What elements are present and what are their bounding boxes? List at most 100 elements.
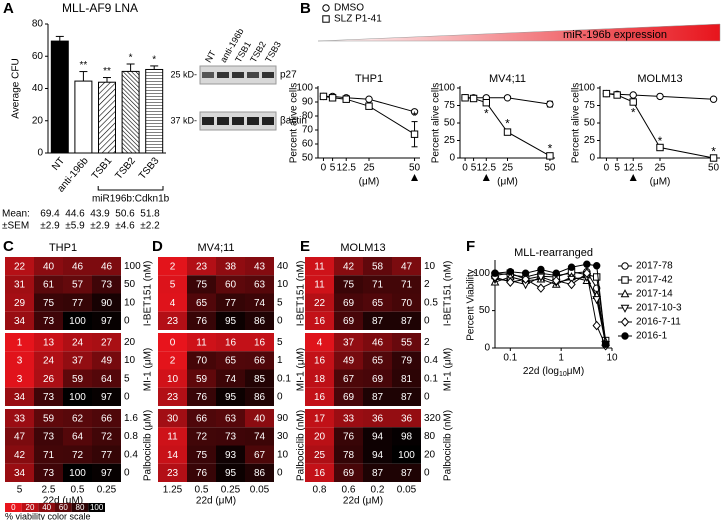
cell-label: 42 bbox=[343, 261, 355, 272]
y-tick-label: 70 bbox=[302, 125, 314, 136]
heatmap-cell bbox=[92, 275, 121, 294]
row-label: 20 bbox=[424, 449, 436, 460]
cell-label: 70 bbox=[196, 356, 208, 367]
cell-label: 66 bbox=[196, 413, 208, 424]
x-axis-label-part: 10 bbox=[559, 371, 567, 378]
cell-label: 20 bbox=[314, 432, 326, 443]
heatmap-cell bbox=[305, 311, 334, 330]
column-label: 0.5 bbox=[195, 485, 209, 496]
cell-label: 4 bbox=[317, 337, 323, 348]
heatmap-cell bbox=[363, 445, 392, 464]
cell-label: 46 bbox=[101, 261, 113, 272]
cell-label: 46 bbox=[372, 337, 384, 348]
x-axis-label: (μM) bbox=[359, 177, 380, 188]
marker bbox=[491, 269, 499, 277]
y-tick-label: 0 bbox=[37, 148, 43, 159]
heatmap-cell bbox=[92, 257, 121, 276]
row-label: 40 bbox=[277, 261, 289, 272]
x-axis-label: (μM) bbox=[497, 177, 518, 188]
cell-label: 47 bbox=[14, 432, 26, 443]
row-label: 0 bbox=[424, 392, 430, 403]
cell-label: 37 bbox=[343, 337, 355, 348]
y-tick-label: 50 bbox=[444, 118, 456, 129]
cell-label: 47 bbox=[401, 261, 413, 272]
row-label: 10 bbox=[124, 297, 136, 308]
cell-label: 25 bbox=[314, 450, 326, 461]
marker bbox=[322, 15, 330, 23]
cell-label: 66 bbox=[101, 413, 113, 424]
cell-label: 16 bbox=[314, 356, 326, 367]
row-label: 5 bbox=[277, 337, 283, 348]
legend-label: 2017-78 bbox=[636, 261, 673, 272]
colorscale-cell bbox=[55, 503, 72, 512]
heatmap-cell bbox=[216, 351, 245, 370]
heatmap-cell bbox=[158, 427, 187, 446]
heatmap-cell bbox=[5, 445, 34, 464]
cell-label: 34 bbox=[14, 316, 26, 327]
cell-label: 72 bbox=[196, 432, 208, 443]
cell-label: 18 bbox=[314, 374, 326, 385]
heatmap-cell bbox=[392, 409, 421, 428]
cell-label: 73 bbox=[43, 468, 55, 479]
cell-label: 11 bbox=[167, 432, 178, 443]
heatmap-cell bbox=[34, 387, 63, 406]
cell-label: 4 bbox=[170, 298, 176, 309]
x-axis-label: 22d (μM) bbox=[196, 496, 236, 507]
y-tick-label: 60 bbox=[32, 51, 44, 62]
heatmap-cell bbox=[187, 351, 216, 370]
cell-label: 24 bbox=[72, 337, 84, 348]
heatmap-cell bbox=[363, 351, 392, 370]
y-tick-label: 75 bbox=[584, 100, 596, 111]
chart-title: MOLM13 bbox=[637, 73, 682, 85]
heatmap-cell bbox=[216, 387, 245, 406]
cell-label: 76 bbox=[196, 468, 208, 479]
heatmap-cell bbox=[334, 311, 363, 330]
heatmap-cell bbox=[92, 333, 121, 352]
heatmap-cell bbox=[187, 463, 216, 482]
cell-label: 71 bbox=[401, 280, 413, 291]
cell-label: 63 bbox=[254, 280, 266, 291]
row-label: 5 bbox=[277, 297, 283, 308]
cell-label: 2 bbox=[170, 356, 176, 367]
heatmap-cell bbox=[187, 445, 216, 464]
heatmap-cell bbox=[305, 409, 334, 428]
row-label: 0 bbox=[424, 468, 430, 479]
colorscale-tick: 0 bbox=[11, 503, 16, 512]
cell-label: 67 bbox=[343, 374, 355, 385]
heatmap-cell bbox=[5, 409, 34, 428]
cell-label: 69 bbox=[343, 316, 355, 327]
marker bbox=[546, 152, 554, 160]
row-label: 50 bbox=[124, 279, 136, 290]
cell-label: 0 bbox=[170, 337, 176, 348]
heatmap-cell bbox=[334, 351, 363, 370]
y-tick-label: 75 bbox=[444, 100, 456, 111]
x-axis-label: (μM) bbox=[650, 177, 671, 188]
cell-label: 95 bbox=[225, 392, 237, 403]
cell-label: 86 bbox=[254, 392, 266, 403]
heatmap-cell bbox=[216, 463, 245, 482]
row-label: 90 bbox=[277, 413, 289, 424]
heatmap-cell bbox=[363, 369, 392, 388]
significance: * bbox=[505, 116, 510, 130]
colorscale-cell bbox=[71, 503, 89, 512]
cell-label: 87 bbox=[372, 316, 384, 327]
heatmap-cell bbox=[305, 333, 334, 352]
colorscale-tick: 40 bbox=[42, 503, 51, 512]
cell-label: 34 bbox=[14, 392, 26, 403]
heatmap-cell bbox=[392, 293, 421, 312]
row-label: 0.1 bbox=[424, 373, 438, 384]
row-label: 5 bbox=[124, 373, 130, 384]
x-axis-label-part: μM) bbox=[567, 366, 584, 377]
heatmap-cell bbox=[305, 369, 334, 388]
x-tick-label: 5 bbox=[614, 163, 620, 174]
chart-title: MV4;11 bbox=[197, 242, 234, 254]
heatmap-cell bbox=[63, 351, 92, 370]
heatmap-cell bbox=[158, 445, 187, 464]
cell-label: 16 bbox=[314, 392, 326, 403]
marker bbox=[546, 100, 554, 108]
x-tick-label: 25 bbox=[502, 163, 514, 174]
cell-label: 31 bbox=[14, 280, 26, 291]
heatmap-cell bbox=[34, 427, 63, 446]
cell-label: 36 bbox=[372, 413, 384, 424]
cell-label: 43 bbox=[254, 261, 266, 272]
